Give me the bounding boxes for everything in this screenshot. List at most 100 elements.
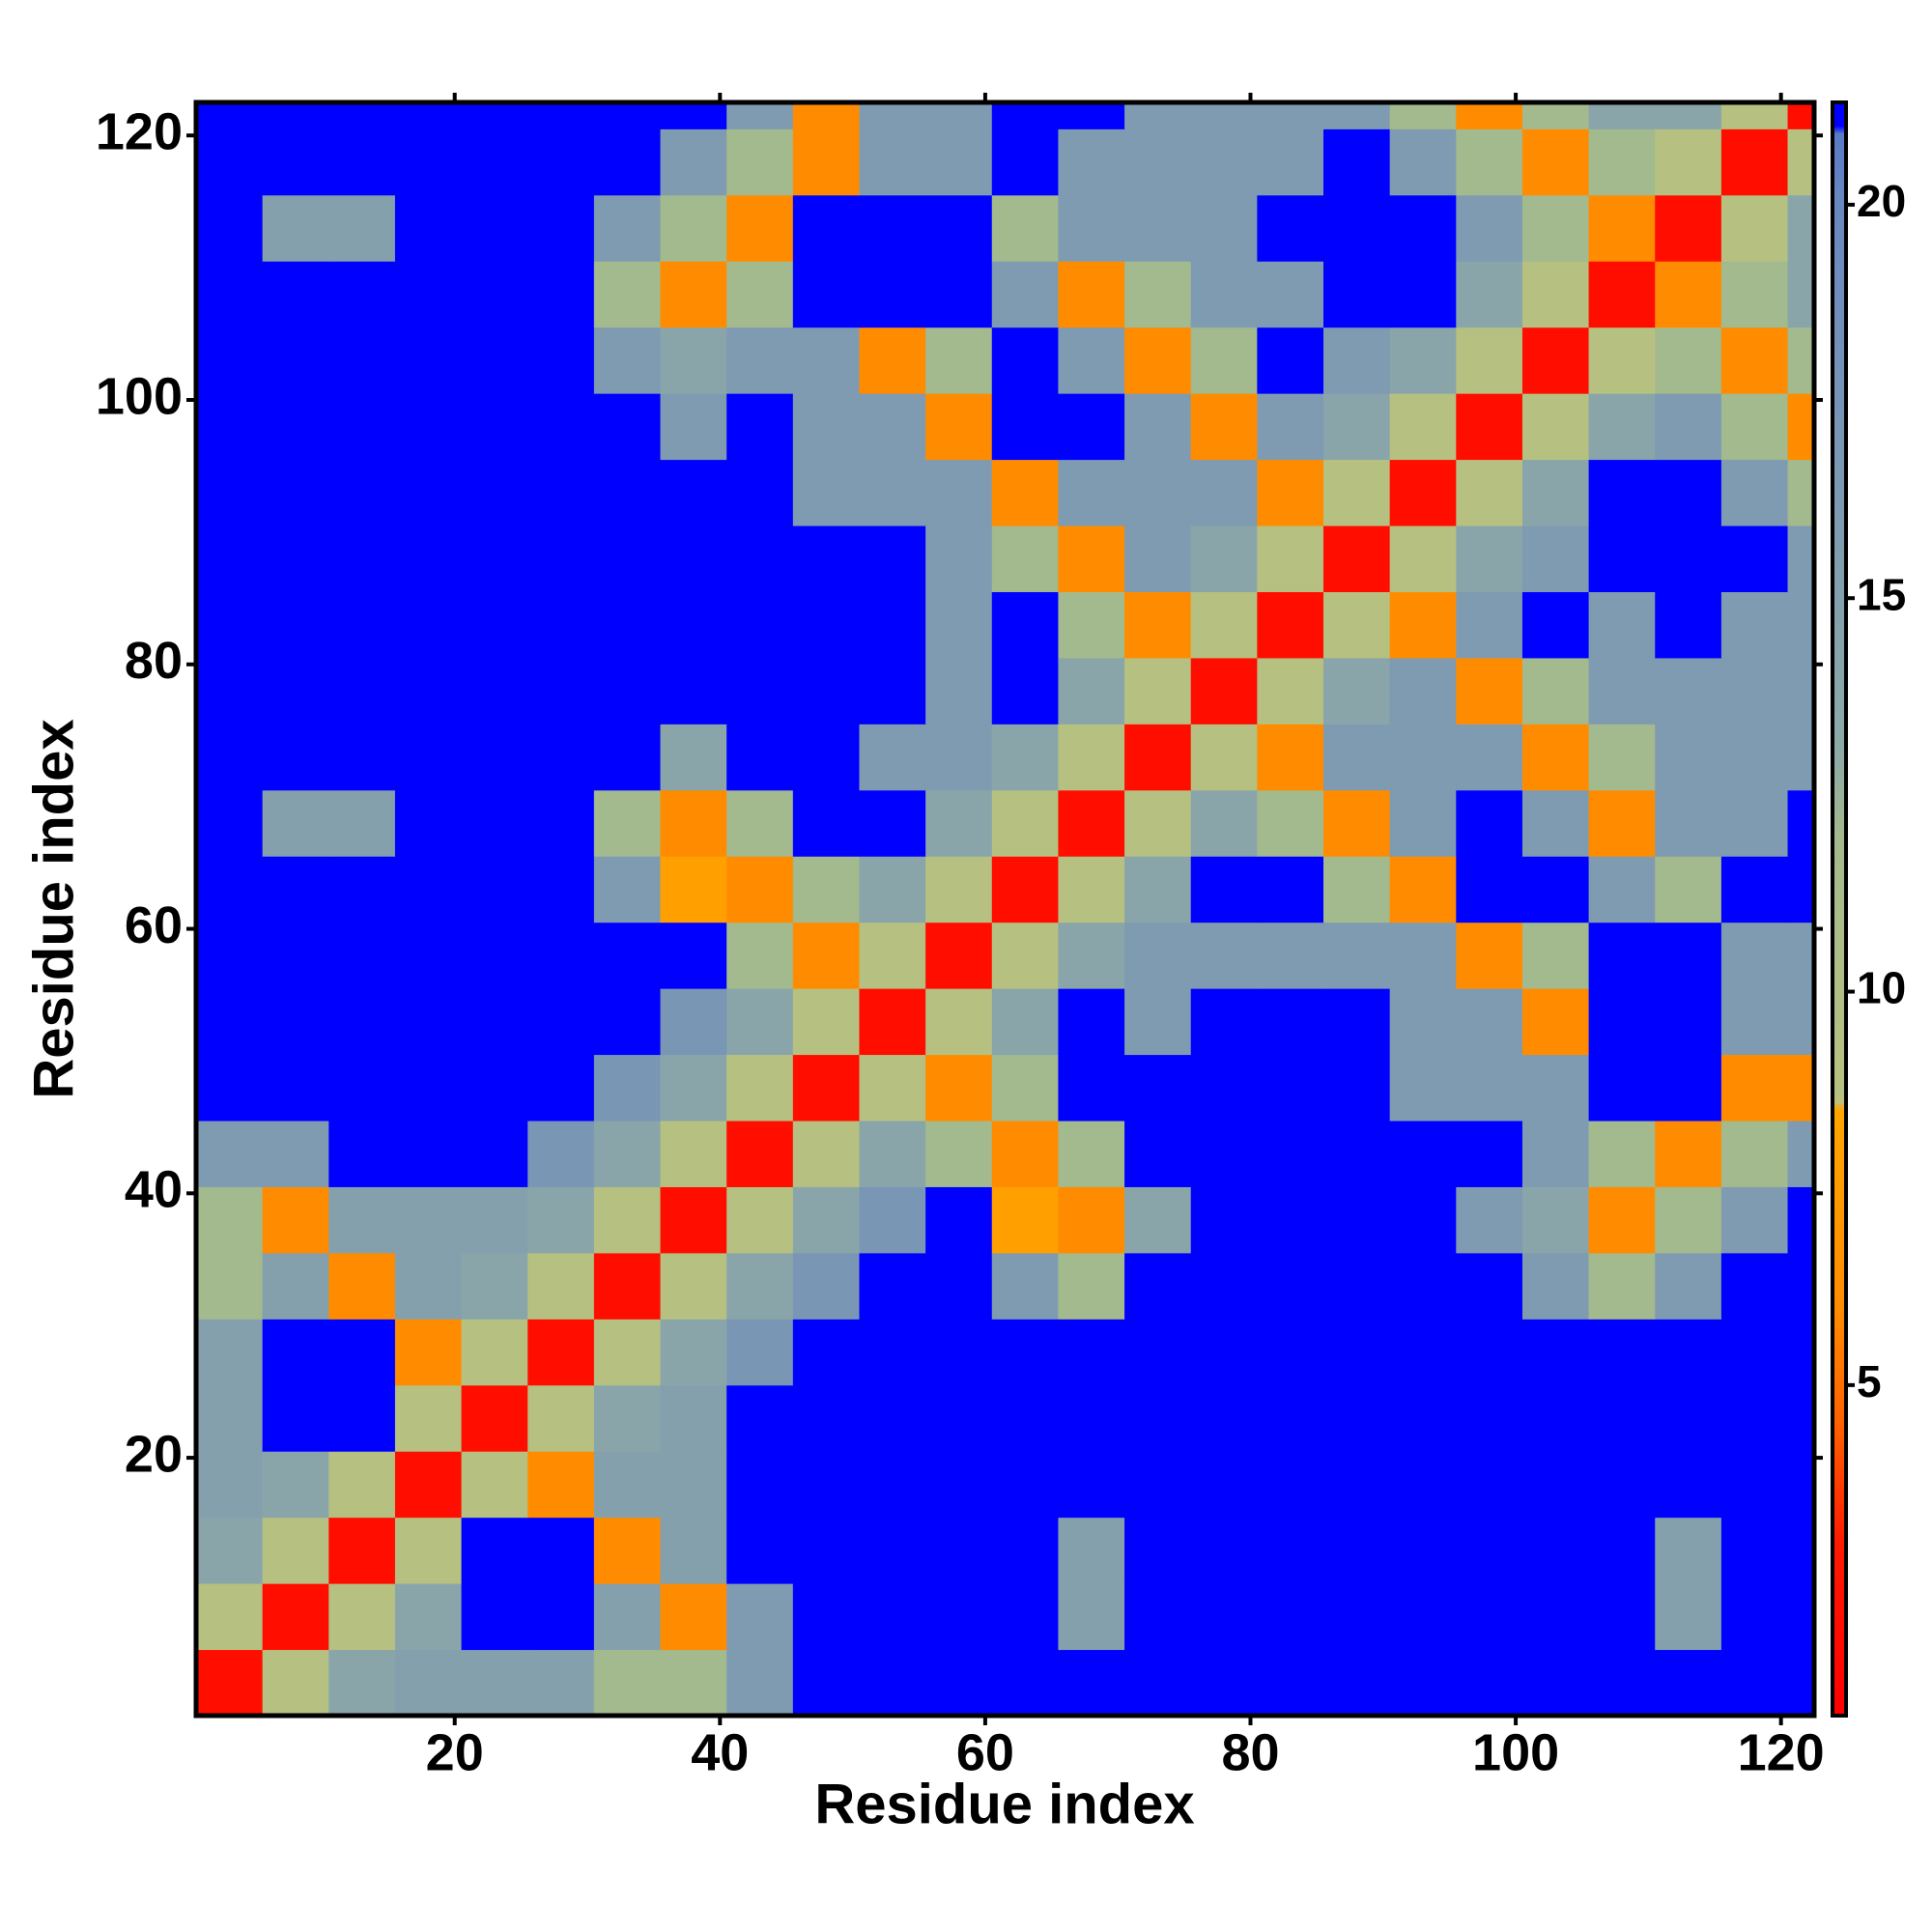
heatmap-cell (660, 1054, 727, 1122)
heatmap-cell (925, 1319, 993, 1386)
heatmap-cell (394, 128, 463, 196)
heatmap-cell (1190, 526, 1258, 592)
heatmap-cell (1456, 1054, 1523, 1122)
heatmap-cell (262, 194, 329, 262)
heatmap-cell (196, 1649, 264, 1716)
heatmap-cell (328, 988, 396, 1056)
heatmap-cell (1257, 1319, 1324, 1386)
heatmap-cell (1521, 1384, 1590, 1452)
heatmap-cell (925, 922, 993, 989)
heatmap-cell (1257, 1649, 1324, 1716)
heatmap-cell (859, 591, 926, 659)
heatmap-cell (925, 724, 993, 791)
heatmap-cell (1124, 194, 1192, 262)
heatmap-cell (726, 393, 794, 461)
heatmap-cell (196, 1583, 264, 1651)
heatmap-cell (792, 922, 860, 989)
colorbar-tick-label: 20 (1857, 176, 1906, 226)
heatmap-cell (328, 1517, 396, 1584)
heatmap-cell (1720, 1649, 1789, 1716)
plot-frame (193, 99, 1817, 1719)
heatmap-cell (527, 327, 595, 394)
heatmap-cell (1058, 526, 1125, 592)
heatmap-cell (593, 1121, 662, 1187)
heatmap-cell (660, 393, 727, 461)
heatmap-cell (1058, 789, 1125, 857)
heatmap-cell (1720, 657, 1789, 724)
heatmap-cell (1190, 459, 1258, 526)
heatmap-cell (1588, 128, 1656, 196)
heatmap-cell (1257, 1186, 1324, 1254)
heatmap-cell (1720, 1054, 1789, 1122)
heatmap-cell (394, 194, 463, 262)
heatmap-cell (593, 1517, 662, 1584)
heatmap-cell (1456, 1252, 1523, 1320)
heatmap-cell (1588, 1649, 1656, 1716)
heatmap-cell (660, 1121, 727, 1187)
heatmap-cell (1389, 128, 1457, 196)
heatmap-cell (1521, 459, 1590, 526)
heatmap-cell (1190, 789, 1258, 857)
heatmap-cell (1787, 1451, 1814, 1519)
heatmap-cell (660, 591, 727, 659)
heatmap-cell (1787, 657, 1814, 724)
heatmap-cell (1456, 327, 1523, 394)
heatmap-cell (991, 1517, 1059, 1584)
heatmap-cell (859, 789, 926, 857)
heatmap-cell (1257, 393, 1324, 461)
heatmap-cell (991, 261, 1059, 328)
x-tick-label: 60 (956, 1723, 1014, 1781)
heatmap-cell (1456, 1121, 1523, 1187)
heatmap-cell (792, 459, 860, 526)
heatmap-cell (461, 856, 528, 923)
heatmap-cell (328, 526, 396, 592)
heatmap-cell (1323, 194, 1391, 262)
heatmap-cell (527, 459, 595, 526)
heatmap-cell (925, 988, 993, 1056)
heatmap-cell (196, 327, 264, 394)
heatmap-cell (1655, 657, 1722, 724)
heatmap-cell (328, 102, 396, 129)
heatmap-cell (461, 724, 528, 791)
heatmap-cell (1058, 393, 1125, 461)
heatmap-cell (1389, 856, 1457, 923)
heatmap-cell (394, 1186, 463, 1254)
heatmap-cell (262, 657, 329, 724)
heatmap-cell (394, 393, 463, 461)
heatmap-cell (925, 856, 993, 923)
heatmap-cell (1190, 1517, 1258, 1584)
heatmap-cell (660, 194, 727, 262)
heatmap-cell (1655, 856, 1722, 923)
heatmap-cell (196, 724, 264, 791)
heatmap-cell (196, 194, 264, 262)
heatmap-cell (1521, 657, 1590, 724)
heatmap-cell (593, 591, 662, 659)
heatmap-cell (1720, 1451, 1789, 1519)
heatmap-cell (1389, 1252, 1457, 1320)
heatmap-cell (1389, 1121, 1457, 1187)
heatmap-cell (461, 327, 528, 394)
heatmap-cell (1058, 261, 1125, 328)
heatmap-cell (1323, 1583, 1391, 1651)
heatmap-cell (1720, 128, 1789, 196)
heatmap-cell (1456, 1319, 1523, 1386)
heatmap-cell (262, 988, 329, 1056)
heatmap-cell (1257, 327, 1324, 394)
heatmap-cell (394, 724, 463, 791)
heatmap-cell (792, 988, 860, 1056)
heatmap-cell (660, 1583, 727, 1651)
heatmap-cell (1323, 1121, 1391, 1187)
heatmap-cell (991, 988, 1059, 1056)
heatmap-cell (1521, 1649, 1590, 1716)
heatmap-cell (262, 1252, 329, 1320)
heatmap-cell (1456, 856, 1523, 923)
heatmap-cell (1058, 724, 1125, 791)
heatmap-cell (1124, 526, 1192, 592)
heatmap-cell (1588, 724, 1656, 791)
heatmap-cell (1124, 591, 1192, 659)
heatmap-cell (925, 459, 993, 526)
heatmap-cell (660, 856, 727, 923)
heatmap-cell (527, 1252, 595, 1320)
heatmap-cell (527, 1186, 595, 1254)
